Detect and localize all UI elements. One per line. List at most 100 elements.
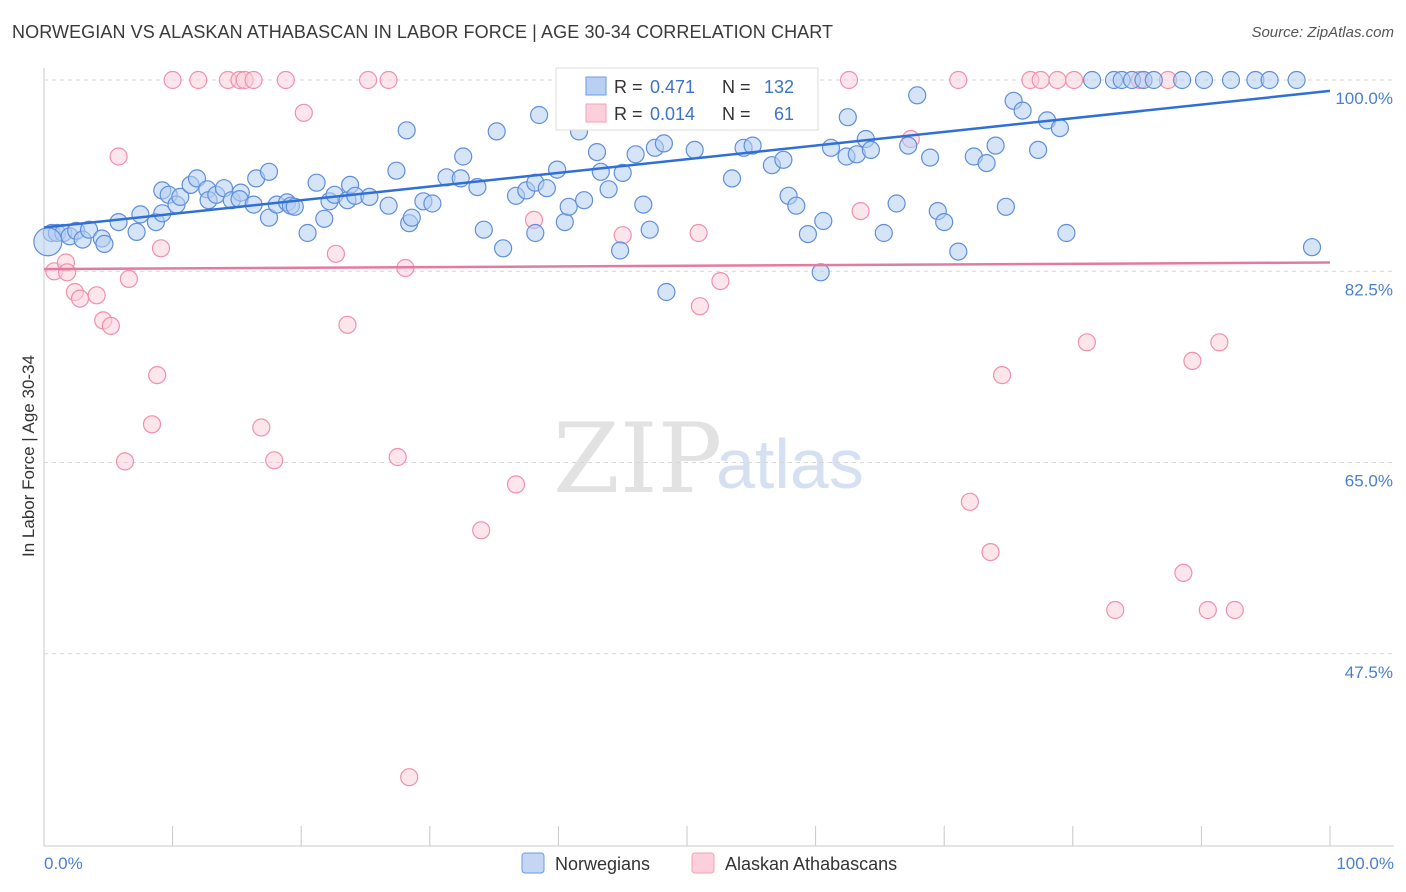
stats-swatch-norwegians [585, 76, 607, 96]
norwegian-point-66 [559, 197, 578, 216]
alaskan-point-32 [506, 475, 526, 494]
alaskan-point-13 [151, 239, 171, 258]
norwegian-point-10 [127, 222, 146, 241]
norwegian-point-79 [657, 282, 676, 302]
alaskan-point-47 [992, 366, 1012, 385]
y-tick-label-0: 100.0% [1335, 89, 1393, 108]
norwegian-point-95 [821, 138, 841, 157]
trendline-alaskan [43, 261, 1331, 271]
norwegian-point-44 [379, 196, 398, 215]
norwegian-point-62 [529, 105, 549, 125]
alaskan-point-31 [472, 521, 491, 540]
norwegian-point-cluster [33, 227, 63, 257]
norwegian-point-11 [131, 205, 150, 224]
alaskan-point-56 [1174, 563, 1193, 583]
x-ticks [172, 826, 1331, 846]
alaskan-point-36 [690, 297, 710, 316]
norwegian-point-64 [547, 160, 567, 179]
series-norwegians [33, 70, 1322, 302]
stats-n-value-1: 132 [764, 77, 794, 97]
alaskan-point-5 [87, 286, 106, 305]
norwegian-point-81 [685, 140, 704, 159]
stats-r-value-1: 0.471 [650, 77, 695, 97]
alaskan-point-42 [851, 202, 870, 221]
norwegian-point-94 [814, 211, 833, 231]
norwegian-point-8 [95, 234, 114, 253]
norwegian-point-107 [935, 213, 954, 232]
norwegian-point-17 [171, 187, 190, 206]
norwegian-point-126 [1194, 70, 1214, 90]
stats-r-label-1: R = [614, 77, 643, 97]
alaskan-point-34 [613, 226, 632, 245]
alaskan-point-35 [689, 223, 708, 243]
y-tick-label-2: 65.0% [1345, 472, 1393, 491]
y-tick-label-1: 82.5% [1345, 280, 1393, 299]
norwegian-point-70 [591, 162, 610, 181]
norwegian-point-100 [861, 140, 881, 159]
norwegian-point-84 [722, 169, 742, 188]
norwegian-point-71 [599, 180, 618, 199]
chart-title: NORWEGIAN VS ALASKAN ATHABASCAN IN LABOR… [12, 22, 834, 42]
alaskan-point-44 [949, 70, 968, 90]
norwegian-point-56 [487, 122, 506, 141]
legend: Norwegians Alaskan Athabascans [521, 852, 897, 874]
alaskan-point-27 [379, 70, 398, 90]
alaskan-point-26 [359, 70, 378, 90]
norwegian-point-130 [1287, 70, 1306, 90]
x-tick-label-right: 100.0% [1336, 854, 1394, 873]
alaskan-point-53 [1106, 600, 1125, 620]
alaskan-point-15 [189, 70, 208, 90]
norwegian-point-92 [798, 225, 818, 244]
y-axis-title: In Labor Force | Age 30-34 [19, 355, 38, 557]
alaskan-point-2 [57, 263, 77, 282]
alaskan-point-11 [142, 415, 162, 434]
alaskan-point-12 [148, 366, 167, 385]
alaskan-point-41 [839, 70, 859, 90]
norwegian-point-69 [587, 143, 607, 162]
norwegian-point-131 [1302, 238, 1322, 257]
stats-r-label-2: R = [614, 104, 643, 124]
norwegian-point-50 [423, 194, 442, 213]
norwegian-point-43 [360, 187, 379, 206]
alaskan-point-21 [265, 451, 284, 470]
norwegian-point-93 [811, 263, 830, 282]
alaskan-point-20 [252, 418, 271, 437]
alaskan-point-37 [711, 272, 730, 291]
alaskan-point-23 [294, 103, 313, 122]
norwegian-point-103 [899, 136, 918, 155]
norwegian-point-75 [634, 195, 653, 214]
trendline-norwegians [43, 89, 1331, 229]
norwegian-point-29 [259, 162, 279, 181]
norwegian-point-76 [640, 220, 659, 239]
norwegian-point-108 [949, 242, 968, 261]
stats-swatch-alaskan [585, 103, 607, 123]
legend-swatch-norwegians [521, 852, 545, 874]
norwegian-point-91 [787, 196, 806, 215]
alaskan-point-52 [1077, 333, 1097, 352]
watermark-zip: ZIP [553, 403, 722, 515]
norwegian-point-61 [526, 223, 545, 243]
x-tick-label-left: 0.0% [44, 854, 83, 873]
alaskan-point-49 [1031, 70, 1050, 90]
source-label: Source: ZipAtlas.com [1251, 24, 1394, 41]
y-tick-labels: 100.0% 82.5% 65.0% 47.5% [1335, 89, 1393, 682]
alaskan-point-14 [163, 70, 182, 90]
y-tick-label-3: 47.5% [1345, 663, 1393, 682]
norwegian-point-65 [555, 213, 574, 232]
alaskan-point-24 [326, 244, 345, 263]
alaskan-point-28 [388, 447, 407, 467]
norwegian-point-72 [610, 241, 630, 260]
norwegian-point-74 [626, 145, 645, 164]
alaskan-point-51 [1064, 70, 1084, 90]
norwegian-point-45 [387, 161, 406, 180]
norwegian-point-46 [397, 121, 416, 140]
alaskan-point-50 [1048, 70, 1067, 90]
alaskan-point-46 [981, 542, 1000, 562]
norwegian-point-37 [315, 209, 334, 228]
norwegian-point-48 [402, 208, 421, 227]
trendlines [43, 89, 1331, 271]
norwegian-point-78 [654, 134, 674, 153]
norwegian-point-6 [79, 220, 99, 239]
norwegian-point-87 [743, 136, 762, 155]
